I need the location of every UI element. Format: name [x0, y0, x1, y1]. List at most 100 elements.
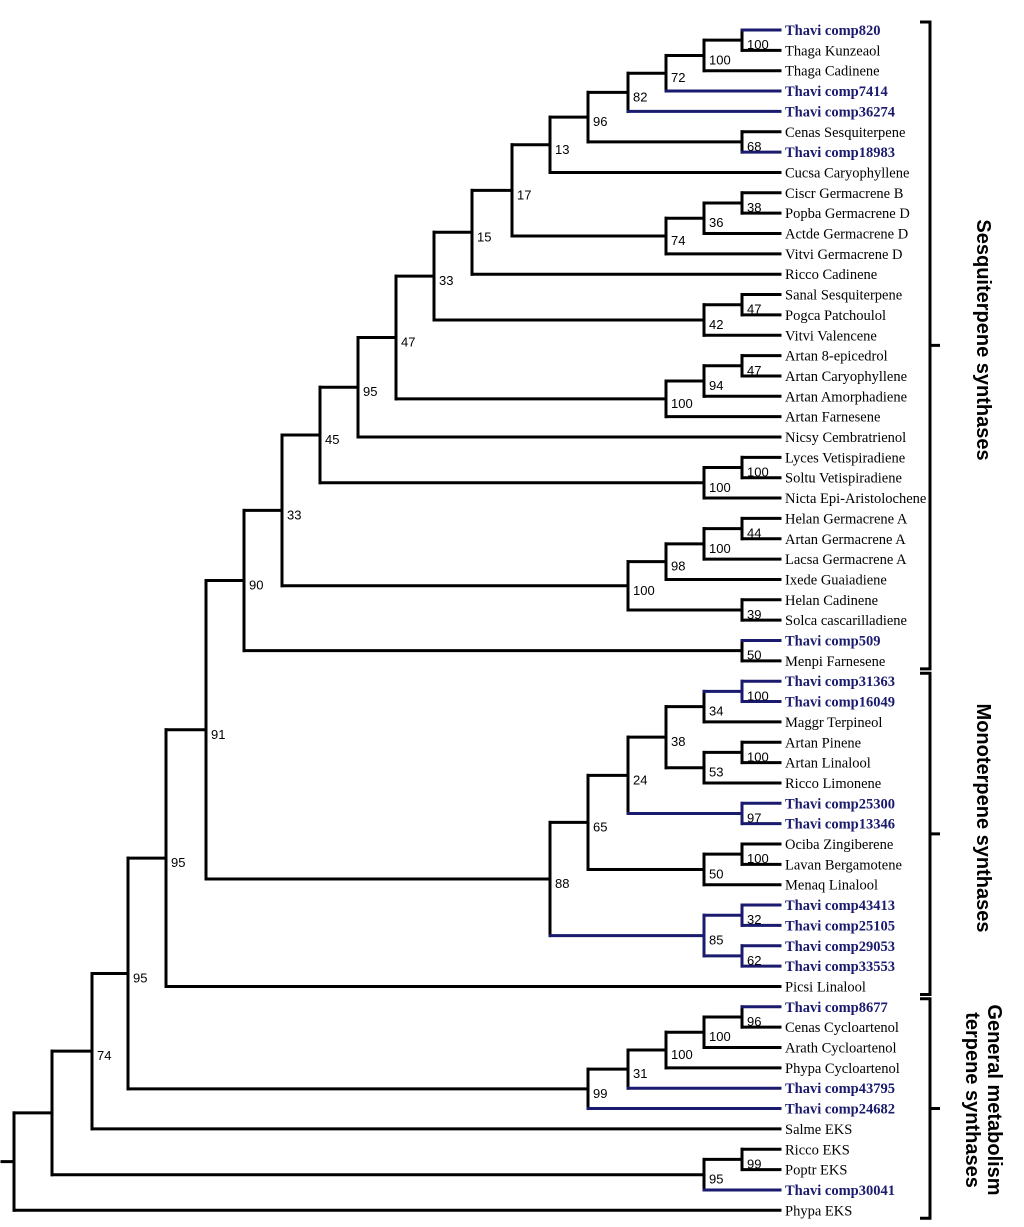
leaf-label-22: Soltu Vetispiradiene	[785, 471, 902, 487]
support-value-n37: 97	[747, 810, 761, 825]
support-value-n5: 68	[747, 139, 761, 154]
support-value-n40: 50	[709, 866, 723, 881]
group-label-monoterpene: Monoterpene synthases	[972, 704, 994, 933]
support-value-n28: 100	[633, 583, 655, 598]
leaf-label-30: Thavi comp509	[785, 634, 880, 650]
support-value-n45: 88	[555, 876, 569, 891]
support-value-n42: 32	[747, 912, 761, 927]
leaf-label-21: Lyces Vetispiradiene	[785, 450, 905, 466]
support-value-n33: 34	[709, 704, 723, 719]
support-value-n44: 85	[709, 933, 723, 948]
group-labels: Sesquiterpene synthases Monoterpene synt…	[961, 219, 1005, 1195]
leaf-label-15: Vitvi Valencene	[785, 328, 877, 344]
support-value-n11: 17	[517, 187, 531, 202]
leaf-label-13: Sanal Sesquiterpene	[785, 288, 902, 304]
leaf-label-57: Thavi comp30041	[785, 1183, 895, 1199]
support-value-n51: 31	[633, 1066, 647, 1081]
leaf-label-27: Ixede Guaiadiene	[785, 572, 887, 588]
support-value-n13: 47	[747, 302, 761, 317]
support-value-n38: 24	[633, 772, 647, 787]
leaf-label-40: Ociba Zingiberene	[785, 837, 893, 853]
support-value-n15: 33	[439, 273, 453, 288]
leaf-label-35: Artan Pinene	[785, 735, 861, 751]
leaf-label-18: Artan Amorphadiene	[785, 389, 907, 405]
support-value-n24: 44	[747, 526, 761, 541]
support-value-n49: 100	[709, 1029, 731, 1044]
leaf-label-8: Ciscr Germacrene B	[785, 186, 903, 202]
leaf-label-12: Ricco Cadinene	[785, 267, 877, 283]
leaf-label-36: Artan Linalool	[785, 756, 871, 772]
support-value-n29: 33	[287, 507, 301, 522]
support-value-n43: 62	[747, 953, 761, 968]
support-value-n14: 42	[709, 317, 723, 332]
leaf-label-2: Thaga Cadinene	[785, 64, 880, 80]
leaf-label-23: Nicta Epi-Aristolochene	[785, 491, 926, 507]
leaf-label-41: Lavan Bergamotene	[785, 857, 902, 873]
leaf-label-4: Thavi comp36274	[785, 104, 895, 120]
support-value-n27: 39	[747, 607, 761, 622]
support-value-n9: 36	[709, 215, 723, 230]
leaf-label-44: Thavi comp25105	[785, 918, 895, 934]
leaf-label-17: Artan Caryophyllene	[785, 369, 907, 385]
leaf-label-34: Maggr Terpineol	[785, 715, 882, 731]
leaf-label-50: Arath Cycloartenol	[785, 1041, 897, 1057]
leaf-label-38: Thavi comp25300	[785, 796, 895, 812]
leaf-label-11: Vitvi Germacrene D	[785, 247, 903, 263]
leaf-label-45: Thavi comp29053	[785, 939, 895, 955]
leaf-label-37: Ricco Limonene	[785, 776, 881, 792]
support-value-n55: 99	[747, 1156, 761, 1171]
leaf-label-26: Lacsa Germacrene A	[785, 552, 907, 568]
support-value-n19: 47	[401, 334, 415, 349]
support-value-n31: 90	[249, 578, 263, 593]
group-bracket-sesq	[920, 20, 940, 671]
group-bracket-mono	[920, 671, 940, 996]
support-value-n25: 100	[709, 541, 731, 556]
leaf-label-58: Phypa EKS	[785, 1203, 852, 1219]
support-value-n20: 95	[363, 384, 377, 399]
group-bracket-general	[920, 997, 940, 1220]
support-value-n22: 100	[709, 480, 731, 495]
tree-branches	[0, 28, 782, 1212]
leaf-label-25: Artan Germacrene A	[785, 532, 906, 548]
leaf-label-0: Thavi comp820	[785, 23, 880, 39]
support-value-n10: 74	[671, 233, 685, 248]
leaf-label-49: Cenas Cycloartenol	[785, 1020, 899, 1036]
leaf-label-51: Phypa Cycloartenol	[785, 1061, 900, 1077]
leaf-label-55: Ricco EKS	[785, 1142, 850, 1158]
support-value-n34: 100	[747, 749, 769, 764]
support-value-n53: 95	[133, 970, 147, 985]
support-value-n26: 98	[671, 559, 685, 574]
leaf-label-39: Thavi comp13346	[785, 817, 895, 833]
support-value-n12: 15	[477, 229, 491, 244]
support-value-n6: 96	[593, 114, 607, 129]
leaf-label-7: Cucsa Caryophyllene	[785, 165, 909, 181]
leaf-label-46: Thavi comp33553	[785, 959, 895, 975]
leaf-label-5: Cenas Sesquiterpene	[785, 125, 905, 141]
support-value-n4: 82	[633, 89, 647, 104]
support-value-n46: 91	[211, 727, 225, 742]
group-label-general-line1: General metabolism	[983, 1004, 1005, 1195]
support-value-n47: 95	[171, 855, 185, 870]
leaf-label-31: Menpi Farnesene	[785, 654, 885, 670]
leaf-label-47: Picsi Linalool	[785, 979, 866, 995]
support-value-n56: 95	[709, 1172, 723, 1187]
group-label-general-line2: terpene synthases	[961, 1012, 983, 1188]
support-value-n8: 38	[747, 200, 761, 215]
leaf-label-29: Solca cascarilladiene	[785, 613, 907, 629]
support-value-n48: 96	[747, 1014, 761, 1029]
group-brackets	[920, 20, 940, 1220]
support-value-n2: 100	[709, 52, 731, 67]
leaf-label-33: Thavi comp16049	[785, 695, 895, 711]
leaf-label-9: Popba Germacrene D	[785, 206, 910, 222]
leaf-label-24: Helan Germacrene A	[785, 511, 908, 527]
leaf-label-10: Actde Germacrene D	[785, 227, 908, 243]
support-value-n30: 50	[747, 648, 761, 663]
support-value-n54: 74	[97, 1048, 111, 1063]
leaf-label-1: Thaga Kunzeaol	[785, 43, 880, 59]
support-value-n3: 72	[671, 70, 685, 85]
support-value-n18: 100	[671, 396, 693, 411]
support-values: 100 100 72 82 68 96 13 38 36 74 17 15 47 42 33 47 94 100 4…	[97, 37, 769, 1187]
leaf-label-32: Thavi comp31363	[785, 674, 895, 690]
leaf-label-43: Thavi comp43413	[785, 898, 895, 914]
leaf-label-28: Helan Cadinene	[785, 593, 878, 609]
